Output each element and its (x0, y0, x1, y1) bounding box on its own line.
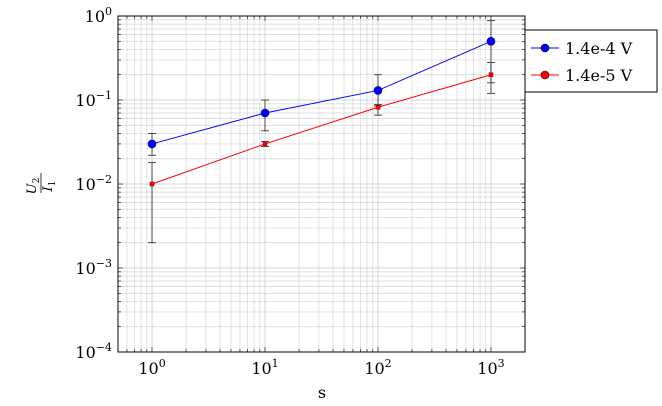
series-line (151, 74, 492, 185)
data-point (147, 139, 157, 149)
y-axis-label-denominator: I1 (41, 181, 58, 193)
y-numerator-letter: U (25, 182, 40, 194)
data-point (260, 108, 270, 118)
y-tick-label: 10−4 (75, 341, 112, 362)
y-denominator-letter: I (41, 185, 56, 192)
y-tick-label: 10−1 (75, 89, 112, 110)
tick-label-exponent: −2 (96, 173, 112, 186)
series-layer (147, 20, 496, 244)
data-point (149, 181, 155, 187)
legend-label: 1.4e-5 V (565, 66, 633, 85)
x-tick-label: 103 (477, 357, 504, 378)
tick-label-exponent: 0 (105, 5, 112, 18)
tick-label-base: 10 (85, 7, 105, 26)
tick-label-base: 10 (75, 175, 95, 194)
legend-label: 1.4e-4 V (565, 39, 633, 58)
tick-label-base: 10 (477, 359, 497, 378)
legend-item-2: 1.4e-5 V (531, 66, 633, 85)
y-denominator-sub: 1 (48, 181, 58, 187)
tick-label-base: 10 (75, 343, 95, 362)
y-tick-label: 100 (85, 5, 112, 26)
y-axis-label: U2 I1 (25, 173, 58, 194)
tick-label-exponent: 0 (159, 357, 166, 370)
data-point (375, 104, 381, 110)
tick-label-base: 10 (251, 359, 271, 378)
y-tick-label: 10−3 (75, 257, 112, 278)
tick-label-base: 10 (138, 359, 158, 378)
data-point (488, 72, 494, 77)
y-tick-label: 10−2 (75, 173, 112, 194)
tick-label-exponent: −3 (96, 257, 112, 270)
legend-swatch-marker (540, 43, 550, 53)
legend: 1.4e-4 V 1.4e-5 V (524, 29, 658, 93)
tick-label-base: 10 (75, 259, 95, 278)
legend-item-1: 1.4e-4 V (531, 39, 633, 58)
y-axis-label-numerator: U2 (25, 178, 42, 195)
data-point (373, 86, 383, 95)
x-tick-label: 101 (251, 357, 278, 378)
series-line (151, 40, 492, 145)
data-point (262, 141, 268, 147)
series-1 (147, 20, 496, 156)
tick-label-exponent: 3 (498, 357, 505, 370)
tick-label-exponent: 1 (272, 357, 279, 370)
series-2 (148, 62, 495, 244)
data-point (486, 36, 496, 46)
y-numerator-sub: 2 (32, 178, 42, 184)
tick-label-base: 10 (364, 359, 384, 378)
tick-label-exponent: −1 (96, 89, 112, 102)
x-tick-label: 102 (364, 357, 391, 378)
tick-label-base: 10 (75, 91, 95, 110)
tick-label-exponent: 2 (385, 357, 392, 370)
x-tick-label: 100 (138, 357, 165, 378)
x-axis-label: s (318, 383, 326, 402)
legend-swatch-marker (540, 70, 550, 80)
tick-label-exponent: −4 (96, 341, 112, 354)
legend-box (524, 29, 658, 93)
